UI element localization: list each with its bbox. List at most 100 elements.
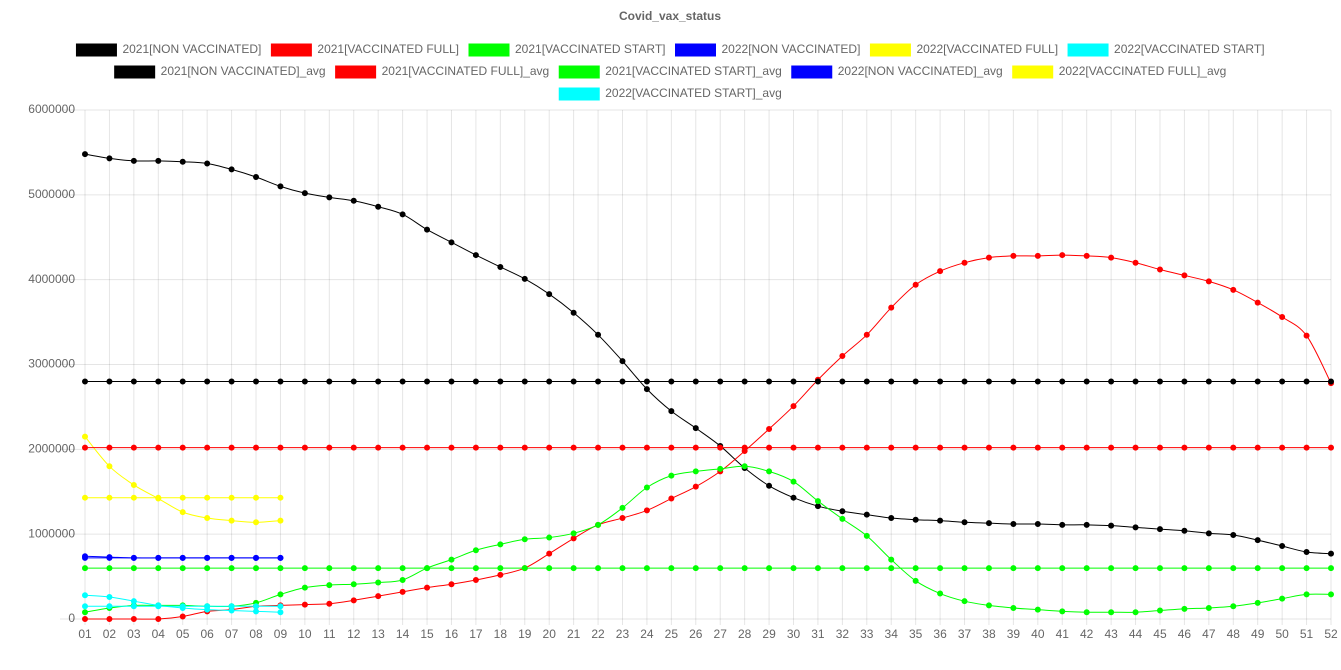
data-point [1303, 591, 1310, 598]
data-point [1156, 266, 1163, 273]
legend-label: 2021[NON VACCINATED] [122, 42, 261, 56]
data-point [863, 532, 870, 539]
chart-title: Covid_vax_status [619, 9, 721, 23]
x-tick-label: 27 [714, 627, 728, 641]
data-point [1083, 378, 1090, 385]
data-point [1303, 378, 1310, 385]
data-point [1083, 444, 1090, 451]
data-point [1034, 606, 1041, 613]
data-point [1328, 444, 1334, 451]
x-tick-label: 05 [176, 627, 190, 641]
data-point [155, 378, 162, 385]
data-point [82, 603, 88, 610]
data-point [424, 378, 431, 385]
data-point [1059, 378, 1066, 385]
legend-item: 2021[VACCINATED START] [468, 42, 666, 57]
data-point [717, 465, 724, 472]
data-point [1205, 530, 1212, 537]
data-point [375, 378, 382, 385]
x-tick-label: 26 [689, 627, 703, 641]
data-point [228, 378, 235, 385]
data-point [521, 536, 528, 543]
data-point [155, 494, 162, 501]
data-point [253, 378, 260, 385]
data-point [1132, 444, 1139, 451]
data-point [179, 509, 186, 516]
data-point [1279, 595, 1286, 602]
data-point [472, 252, 479, 259]
data-point [253, 174, 260, 181]
data-point [155, 603, 162, 610]
data-point [961, 598, 968, 605]
data-point [228, 494, 235, 501]
data-point [766, 482, 773, 489]
data-point [155, 565, 162, 572]
data-point [1156, 526, 1163, 533]
data-point [350, 444, 357, 451]
data-point [1254, 444, 1261, 451]
legend-label: 2022[NON VACCINATED] [722, 42, 861, 56]
x-tick-label: 02 [103, 627, 117, 641]
data-point [570, 378, 577, 385]
data-point [1279, 565, 1286, 572]
x-tick-label: 41 [1056, 627, 1070, 641]
data-point [1034, 444, 1041, 451]
data-point [595, 521, 602, 528]
data-point [1230, 565, 1237, 572]
x-tick-label: 39 [1007, 627, 1021, 641]
data-point [130, 616, 137, 622]
data-point [448, 556, 455, 563]
data-point [1034, 520, 1041, 527]
data-point [179, 444, 186, 451]
data-point [1156, 378, 1163, 385]
x-tick-label: 47 [1202, 627, 1216, 641]
data-point [277, 603, 284, 610]
data-point [1254, 599, 1261, 606]
data-point [863, 565, 870, 572]
y-tick-label: 4000000 [28, 272, 75, 286]
data-point [1230, 444, 1237, 451]
data-point [937, 378, 944, 385]
x-tick-label: 51 [1300, 627, 1314, 641]
data-point [985, 520, 992, 527]
data-point [1328, 565, 1334, 572]
data-point [1132, 378, 1139, 385]
data-point [741, 378, 748, 385]
data-point [546, 291, 553, 298]
data-point [546, 534, 553, 541]
data-point [253, 519, 260, 526]
data-point [619, 504, 626, 511]
data-point [888, 515, 895, 522]
data-point [741, 444, 748, 451]
data-point [521, 565, 528, 572]
data-point [643, 386, 650, 393]
data-point [350, 378, 357, 385]
data-point [399, 378, 406, 385]
data-point [546, 565, 553, 572]
data-point [326, 565, 333, 572]
x-tick-label: 46 [1178, 627, 1192, 641]
data-point [82, 378, 88, 385]
data-point [619, 515, 626, 522]
data-point [643, 444, 650, 451]
data-point [790, 444, 797, 451]
data-point [301, 584, 308, 591]
data-point [1010, 520, 1017, 527]
data-point [546, 550, 553, 557]
data-point [106, 444, 113, 451]
x-tick-label: 30 [787, 627, 801, 641]
data-point [277, 609, 284, 616]
data-point [130, 494, 137, 501]
data-point [82, 609, 88, 616]
data-point [1010, 444, 1017, 451]
data-point [1303, 332, 1310, 339]
data-point [985, 378, 992, 385]
data-point [912, 378, 919, 385]
data-point [350, 597, 357, 604]
legend-swatch [675, 43, 716, 57]
data-point [399, 588, 406, 595]
data-point [570, 530, 577, 537]
data-point [961, 444, 968, 451]
legend-item: 2022[VACCINATED START] [1067, 42, 1265, 57]
data-point [155, 616, 162, 622]
